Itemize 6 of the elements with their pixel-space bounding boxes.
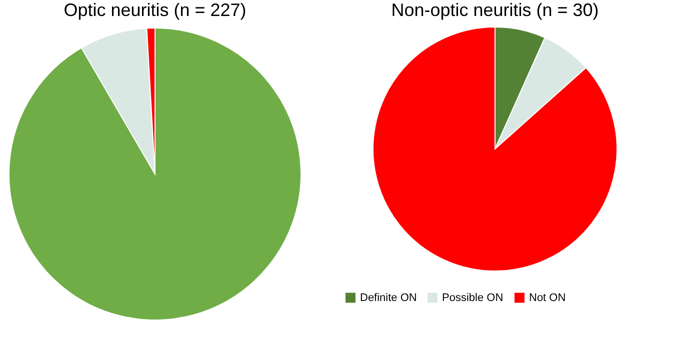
pie-slice bbox=[372, 26, 618, 272]
legend-label: Possible ON bbox=[442, 292, 504, 304]
chart-title: Non-optic neuritis (n = 30) bbox=[391, 0, 599, 20]
legend-label: Definite ON bbox=[360, 292, 417, 304]
legend-label: Not ON bbox=[529, 292, 566, 304]
chart-title: Optic neuritis (n = 227) bbox=[64, 0, 246, 20]
